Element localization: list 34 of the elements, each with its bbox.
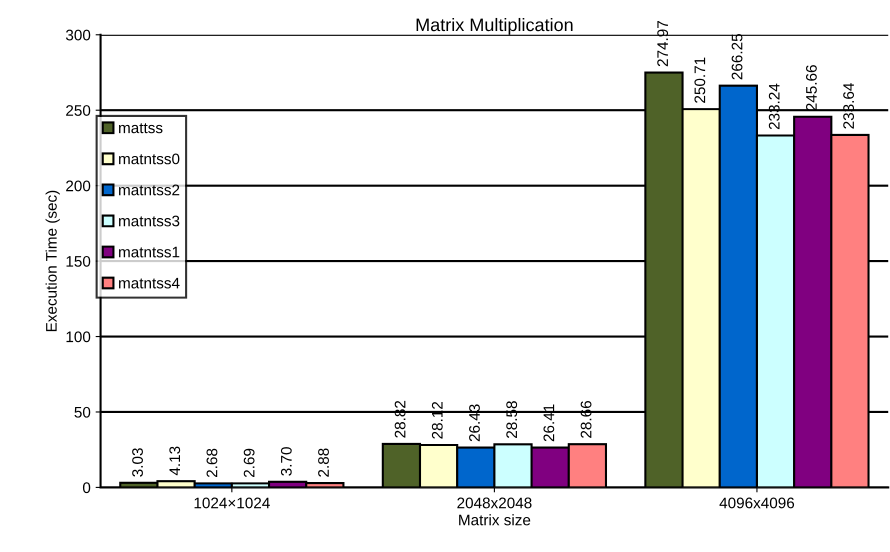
y-tick-label: 0 xyxy=(82,482,90,494)
legend-label: mattss xyxy=(119,123,162,134)
data-label: 2.88 xyxy=(318,448,329,477)
x-tick-label: 4096x4096 xyxy=(719,498,794,508)
data-label: 3.70 xyxy=(280,447,292,476)
y-axis-title: Execution Time (sec) xyxy=(46,190,60,332)
data-label: 2.69 xyxy=(244,448,255,478)
data-label: 250.71 xyxy=(694,58,706,103)
data-label: 4.13 xyxy=(169,446,180,476)
data-label: 2.68 xyxy=(206,448,218,478)
data-label: 233.24 xyxy=(768,84,780,130)
y-tick-label: 50 xyxy=(74,406,90,418)
data-label: 3.03 xyxy=(132,448,143,477)
data-label: 274.97 xyxy=(657,21,668,66)
legend-label: matntss2 xyxy=(119,184,180,196)
chart-title: Matrix Multiplication xyxy=(416,18,572,35)
y-tick-label: 100 xyxy=(66,331,90,342)
x-tick-label: 2048x2048 xyxy=(457,498,532,508)
x-tick-label: 1024×1024 xyxy=(194,498,270,508)
y-tick-label: 250 xyxy=(66,105,90,116)
legend-label: matntss0 xyxy=(119,153,180,164)
y-tick-label: 300 xyxy=(66,30,90,40)
data-label: 245.66 xyxy=(806,65,817,110)
legend-label: matntss3 xyxy=(119,216,180,226)
data-label: 266.25 xyxy=(732,34,742,80)
data-label: 28.12 xyxy=(432,402,443,439)
y-tick-label: 200 xyxy=(66,180,90,192)
legend-label: matntss4 xyxy=(119,278,180,288)
y-tick-label: 150 xyxy=(66,256,90,267)
legend-label: matntss1 xyxy=(119,246,180,258)
x-axis-title: Matrix size xyxy=(459,514,530,526)
data-label: 26.41 xyxy=(543,404,554,442)
data-label: 26.43 xyxy=(469,404,480,442)
data-label: 233.64 xyxy=(843,83,854,129)
